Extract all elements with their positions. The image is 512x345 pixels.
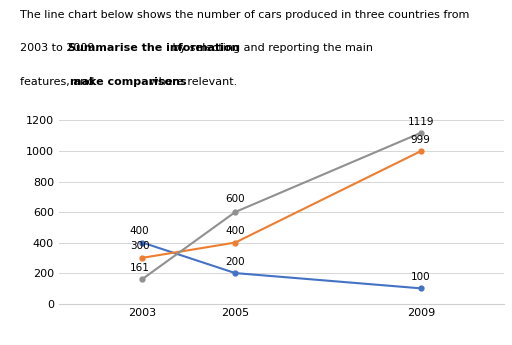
Text: 100: 100 (411, 272, 431, 282)
Thailand (418, 131, 424, 135)
Text: The line chart below shows the number of cars produced in three countries from: The line chart below shows the number of… (20, 10, 470, 20)
Text: 161: 161 (130, 263, 150, 273)
Text: 2003 to 2009.: 2003 to 2009. (20, 43, 102, 53)
Text: 300: 300 (130, 241, 150, 252)
Text: 600: 600 (225, 194, 245, 204)
Text: 200: 200 (225, 257, 245, 267)
Argentina (418, 286, 424, 290)
Australia (139, 256, 145, 260)
Text: where relevant.: where relevant. (146, 77, 237, 87)
Text: 400: 400 (130, 226, 150, 236)
Text: features, and: features, and (20, 77, 98, 87)
Line: Thailand: Thailand (140, 130, 423, 282)
Text: 1119: 1119 (408, 117, 434, 127)
Text: 999: 999 (411, 135, 431, 145)
Text: by selecting and reporting the main: by selecting and reporting the main (169, 43, 373, 53)
Argentina (232, 271, 238, 275)
Line: Argentina: Argentina (140, 240, 423, 291)
Legend: Argentina, Australia, Thailand: Argentina, Australia, Thailand (108, 341, 385, 345)
Australia (232, 240, 238, 245)
Line: Australia: Australia (140, 149, 423, 260)
Text: Summarise the information: Summarise the information (68, 43, 240, 53)
Australia (418, 149, 424, 153)
Thailand (232, 210, 238, 214)
Argentina (139, 240, 145, 245)
Text: 400: 400 (225, 226, 245, 236)
Thailand (139, 277, 145, 281)
Text: make comparisons: make comparisons (70, 77, 187, 87)
